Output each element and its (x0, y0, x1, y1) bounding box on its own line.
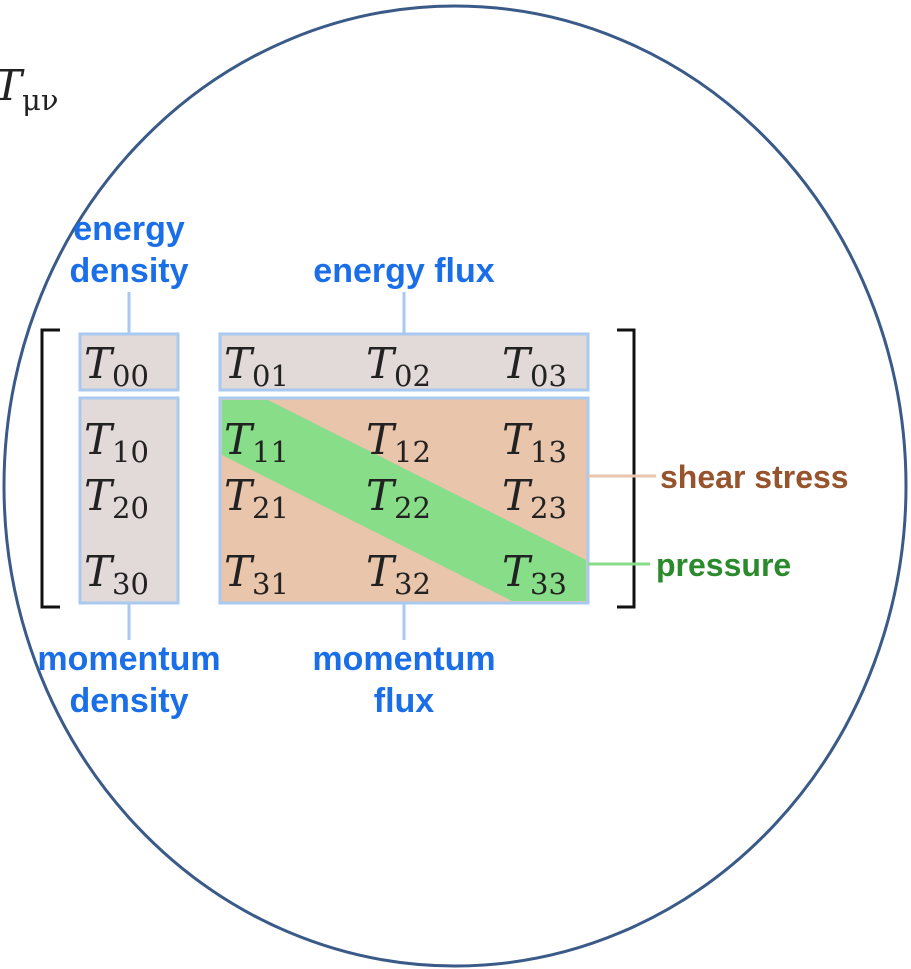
box-energy-density (78, 332, 180, 392)
cell: T13 (502, 415, 567, 469)
cell-base: T (366, 339, 397, 388)
cell-base: T (224, 415, 255, 464)
cell-base: T (224, 471, 255, 520)
label: pressure (656, 547, 791, 583)
label: energy flux (313, 252, 494, 290)
cell: T00 (84, 339, 149, 393)
cell-base: T (84, 547, 115, 596)
cell: T31 (224, 547, 289, 601)
cell-base: T (366, 471, 397, 520)
cell-sub: 21 (252, 491, 289, 525)
cell-base: T (84, 339, 115, 388)
label: momentum (37, 640, 220, 678)
cell: T12 (366, 415, 431, 469)
cell-base: T (366, 415, 397, 464)
cell: T23 (502, 471, 567, 525)
box-momentum-density (78, 396, 180, 605)
cell-sub: 10 (112, 435, 149, 469)
cell-sub: 31 (252, 567, 289, 601)
cell: T10 (84, 415, 149, 469)
symbol-sub: μν (22, 83, 58, 117)
cell-sub: 02 (394, 359, 431, 393)
cell-base: T (366, 547, 397, 596)
cell: T22 (366, 471, 431, 525)
cell-sub: 01 (252, 359, 289, 393)
cell: T30 (84, 547, 149, 601)
cell-base: T (84, 415, 115, 464)
label: momentum (312, 640, 495, 678)
right-bracket (617, 328, 636, 609)
symbol-base: T (0, 61, 25, 110)
cell: T11 (224, 415, 289, 469)
cell-sub: 11 (252, 435, 289, 469)
circle (2, 4, 908, 968)
cell-base: T (224, 339, 255, 388)
cell-sub: 22 (394, 491, 431, 525)
cell-sub: 32 (394, 567, 431, 601)
cell-base: T (502, 415, 533, 464)
label: density (69, 252, 188, 290)
tensor-symbol: Tμν (0, 61, 59, 117)
cell: T01 (224, 339, 289, 393)
cell-base: T (84, 471, 115, 520)
label: shear stress (660, 459, 849, 495)
cell: T32 (366, 547, 431, 601)
cell-sub: 23 (530, 491, 567, 525)
cell-sub: 33 (530, 567, 567, 601)
label: energy (73, 210, 185, 248)
cell: T33 (502, 547, 567, 601)
left-bracket (40, 328, 60, 609)
cell-base: T (502, 471, 533, 520)
cell-sub: 03 (530, 359, 567, 393)
pressure-band (222, 400, 586, 601)
cell-sub: 30 (112, 567, 149, 601)
cell-sub: 12 (394, 435, 431, 469)
cell-sub: 13 (530, 435, 567, 469)
label: density (69, 682, 188, 720)
label: flux (374, 682, 435, 720)
cell: T20 (84, 471, 149, 525)
cell-base: T (502, 339, 533, 388)
cell: T03 (502, 339, 567, 393)
cell-base: T (224, 547, 255, 596)
cell: T21 (224, 471, 289, 525)
cell-sub: 20 (112, 491, 149, 525)
cell: T02 (366, 339, 431, 393)
cell-sub: 00 (112, 359, 149, 393)
cell-base: T (502, 547, 533, 596)
